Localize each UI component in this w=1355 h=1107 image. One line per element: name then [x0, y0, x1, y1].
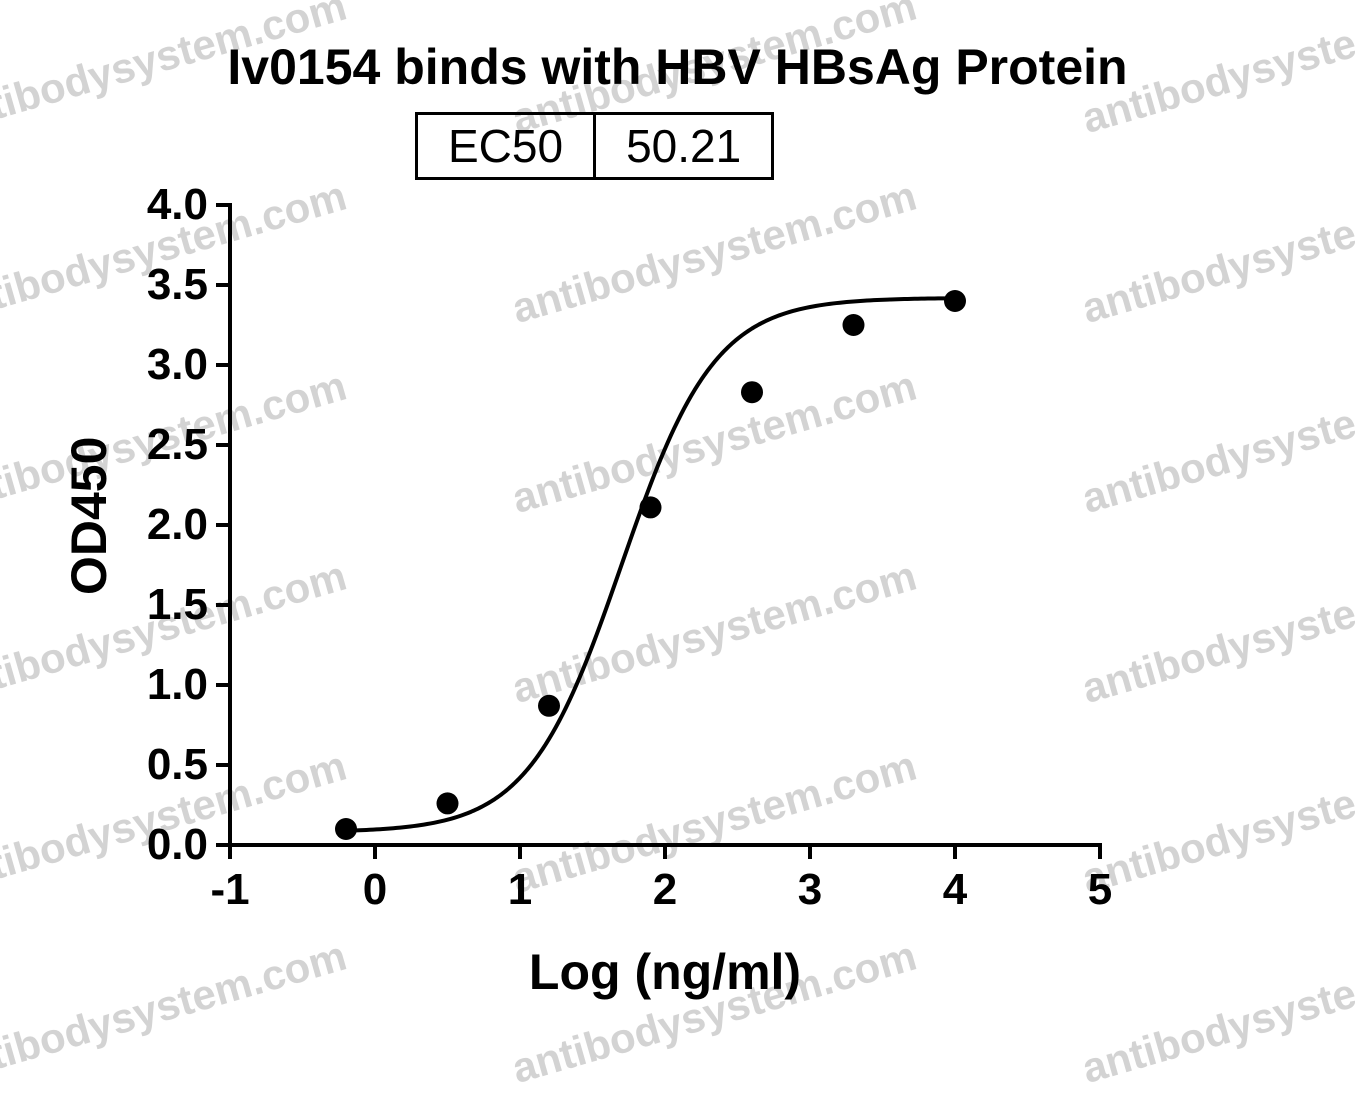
- y-tick-label: 3.0: [147, 340, 208, 390]
- x-axis-label: Log (ng/ml): [529, 943, 801, 1001]
- y-tick-label: 4.0: [147, 180, 208, 230]
- x-tick-label: 3: [798, 865, 822, 915]
- x-tick-label: 1: [508, 865, 532, 915]
- watermark-text: antibodysystem.com: [1077, 932, 1355, 1093]
- y-tick-label: 2.0: [147, 500, 208, 550]
- y-axis-label: OD450: [60, 437, 118, 595]
- chart-title: Iv0154 binds with HBV HBsAg Protein: [105, 38, 1250, 96]
- watermark-text: antibodysystem.com: [0, 932, 352, 1093]
- x-tick-label: 2: [653, 865, 677, 915]
- y-tick-label: 3.5: [147, 260, 208, 310]
- y-tick-label: 0.0: [147, 820, 208, 870]
- binding-curve-chart: [190, 165, 1140, 885]
- x-tick-label: -1: [210, 865, 249, 915]
- y-tick-label: 2.5: [147, 420, 208, 470]
- x-tick-label: 5: [1088, 865, 1112, 915]
- y-tick-label: 1.0: [147, 660, 208, 710]
- x-tick-label: 0: [363, 865, 387, 915]
- y-tick-label: 0.5: [147, 740, 208, 790]
- y-tick-label: 1.5: [147, 580, 208, 630]
- x-tick-label: 4: [943, 865, 967, 915]
